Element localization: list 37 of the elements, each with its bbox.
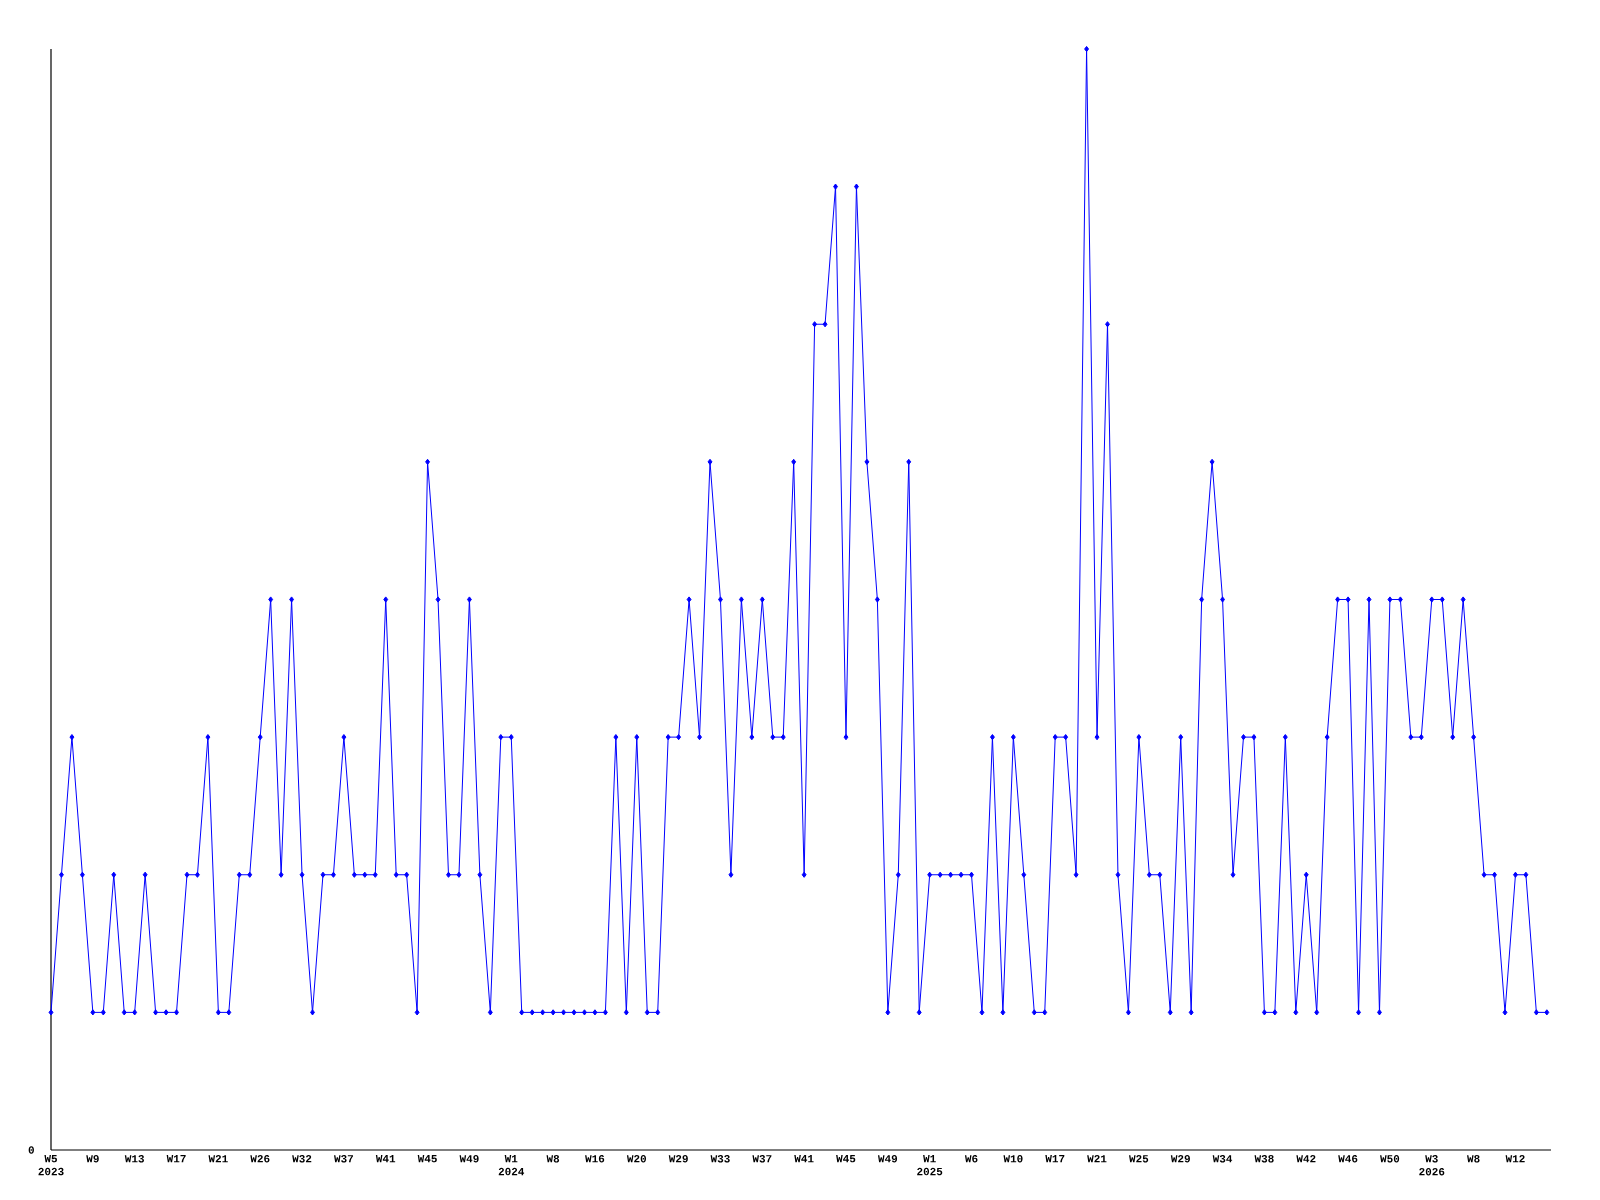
x-tick-label: W6 <box>964 1155 978 1163</box>
x-tick-label: W9 <box>86 1155 99 1163</box>
x-tick-label: W50 <box>1380 1155 1400 1163</box>
x-tick-label: W1 2024 <box>498 1155 525 1176</box>
x-tick-label: W1 2025 <box>917 1155 943 1176</box>
x-tick-label: W37 <box>752 1155 772 1163</box>
x-tick-label: W41 <box>794 1155 814 1163</box>
x-tick-label: W25 <box>1129 1155 1149 1163</box>
x-tick-label: W21 <box>208 1155 228 1163</box>
x-tick-label: W16 <box>585 1155 605 1163</box>
x-tick-label: W34 <box>1212 1155 1233 1163</box>
x-tick-label: W41 <box>375 1155 396 1163</box>
x-tick-label: W46 <box>1338 1155 1358 1163</box>
x-tick-label: W5 2023 <box>38 1155 64 1176</box>
x-tick-label: W37 <box>334 1155 354 1163</box>
x-tick-label: W17 <box>1045 1155 1065 1163</box>
x-tick-label: W10 <box>1003 1155 1023 1163</box>
x-tick-label: W17 <box>166 1155 186 1163</box>
x-tick-label: W29 <box>668 1155 688 1163</box>
x-tick-label: W49 <box>877 1155 898 1163</box>
x-tick-label: W20 <box>626 1155 646 1163</box>
x-tick-label: W42 <box>1296 1155 1316 1163</box>
x-tick-label: W32 <box>292 1155 312 1163</box>
x-tick-label: W26 <box>250 1155 270 1163</box>
x-tick-label: W8 <box>546 1155 560 1163</box>
x-tick-label: W45 <box>836 1155 856 1163</box>
x-tick-label: W29 <box>1170 1155 1190 1163</box>
x-tick-label: W45 <box>417 1155 437 1163</box>
text: 0 <box>28 1146 34 1154</box>
x-tick-label: W21 <box>1087 1155 1107 1163</box>
x-tick-label: W33 <box>710 1155 730 1163</box>
x-tick-label: W3 2026 <box>1419 1155 1445 1176</box>
x-tick-label: W49 <box>459 1155 479 1163</box>
x-tick-label: W38 <box>1254 1155 1274 1163</box>
x-tick-label: W8 <box>1467 1155 1480 1163</box>
x-tick-label: W13 <box>124 1155 144 1163</box>
x-tick-label: W12 <box>1505 1155 1525 1163</box>
